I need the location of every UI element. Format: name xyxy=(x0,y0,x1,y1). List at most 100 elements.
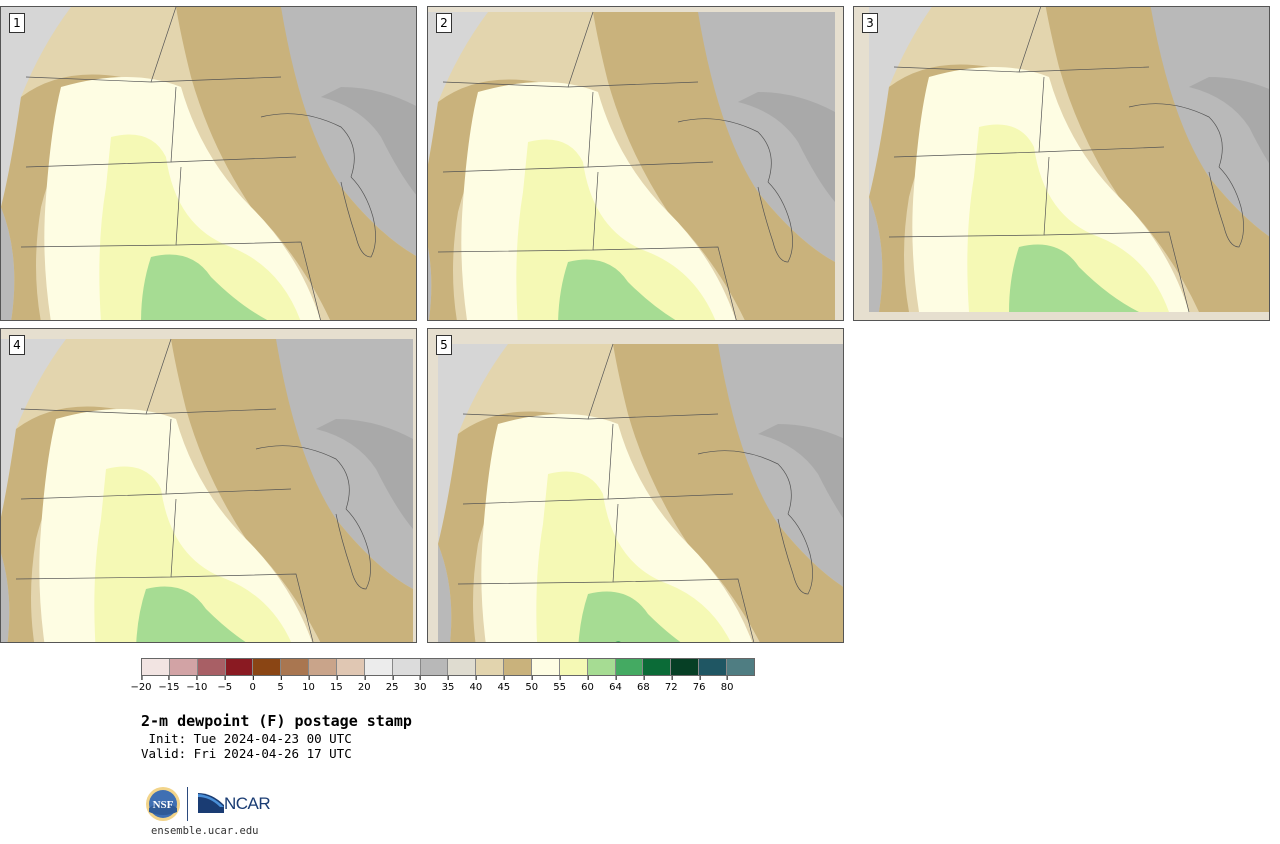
colorbar-tick-label: 76 xyxy=(693,676,706,693)
field-region xyxy=(438,344,508,544)
logo-divider xyxy=(187,787,188,821)
field-region xyxy=(869,64,989,312)
colorbar-ticks: −20 −15 −10 −5 0 5 10 15 20 25 30 35 40 45 50 55 60 64 68 7… xyxy=(130,676,755,696)
panel-number: 4 xyxy=(9,335,25,355)
field-region xyxy=(869,7,932,197)
colorbar-tick-label: −15 xyxy=(158,676,179,693)
colorbar-tick-label: −10 xyxy=(186,676,207,693)
panel-number: 3 xyxy=(862,13,878,33)
colorbar-tick-label: 50 xyxy=(525,676,538,693)
map-panel-2: 2 xyxy=(427,6,844,321)
colorbar-tick-label: 15 xyxy=(330,676,343,693)
field-region xyxy=(578,591,681,642)
colorbar-tick-label: 35 xyxy=(442,676,454,693)
colorbar-segment xyxy=(364,659,393,675)
field-region xyxy=(66,339,413,642)
colorbar-segment xyxy=(142,659,170,675)
colorbar-segment xyxy=(643,659,672,675)
colorbar-segment xyxy=(532,659,560,675)
field-region xyxy=(738,92,835,202)
nsf-logo: NSF xyxy=(146,787,180,821)
colorbar-tick-label: 10 xyxy=(302,676,315,693)
colorbar-segment xyxy=(253,659,282,675)
colorbar-segment xyxy=(392,659,421,675)
field-region xyxy=(1045,7,1269,312)
colorbar-segment xyxy=(587,659,616,675)
colorbar-tick-label: 45 xyxy=(497,676,510,693)
field-region xyxy=(1,553,10,642)
colorbar-segment xyxy=(671,659,700,675)
state-boundaries xyxy=(20,7,376,320)
field-region xyxy=(428,79,538,320)
field-region xyxy=(558,259,676,320)
colorbar-tick-label: 80 xyxy=(721,676,733,693)
map-panel-3: 3 xyxy=(853,6,1270,321)
field-region xyxy=(428,12,488,165)
ncar-logo-text: NCAR xyxy=(224,794,271,813)
website-url: ensemble.ucar.edu xyxy=(151,825,259,837)
field-region xyxy=(1189,77,1269,164)
field-region xyxy=(1,74,121,320)
field-region xyxy=(1009,244,1139,312)
colorbar-segment xyxy=(197,659,226,675)
colorbar-segment xyxy=(448,659,477,675)
panel-number: 1 xyxy=(9,13,25,33)
colorbar-segment xyxy=(727,659,754,675)
colorbar-tick-label: −5 xyxy=(217,676,232,693)
colorbar-tick-label: 60 xyxy=(581,676,594,693)
colorbar-tick-label: 64 xyxy=(609,676,622,693)
logos: NSF NCAR xyxy=(144,786,284,822)
field-region xyxy=(438,544,452,642)
dewpoint-map xyxy=(438,343,843,642)
dewpoint-map xyxy=(428,11,835,320)
ncar-logo-mark xyxy=(198,793,224,813)
colorbar-tick-label: 68 xyxy=(637,676,650,693)
field-region xyxy=(71,7,416,320)
colorbar-segment xyxy=(337,659,365,675)
colorbar-segment xyxy=(476,659,505,675)
panel-number: 5 xyxy=(436,335,452,355)
field-region xyxy=(1,7,71,207)
field-region xyxy=(869,197,883,312)
colorbar-segment xyxy=(615,659,644,675)
field-region xyxy=(1,207,15,320)
field-region xyxy=(1,339,66,518)
field-region xyxy=(136,586,246,642)
dewpoint-map xyxy=(869,7,1269,313)
init-time: Init: Tue 2024-04-23 00 UTC xyxy=(141,731,352,746)
colorbar-tick-label: 0 xyxy=(249,676,256,693)
colorbar-tick-label: 55 xyxy=(553,676,566,693)
colorbar xyxy=(141,658,755,676)
dewpoint-map xyxy=(1,7,416,320)
colorbar-tick-label: −20 xyxy=(130,676,152,693)
state-boundaries xyxy=(437,11,793,320)
field-region xyxy=(508,344,843,642)
panel-number: 2 xyxy=(436,13,452,33)
colorbar-tick-label: 72 xyxy=(665,676,678,693)
state-boundaries xyxy=(15,338,371,642)
colorbar-segment xyxy=(420,659,449,675)
colorbar-segment xyxy=(309,659,338,675)
map-panel-4: 4 xyxy=(0,328,417,643)
field-region xyxy=(1,406,116,642)
nsf-logo-text: NSF xyxy=(153,799,174,811)
map-panel-1: 1 xyxy=(0,6,417,321)
field-region xyxy=(688,12,835,262)
dewpoint-map xyxy=(1,338,413,642)
colorbar-segment xyxy=(504,659,533,675)
colorbar-segment xyxy=(225,659,254,675)
colorbar-tick-label: 25 xyxy=(386,676,399,693)
colorbar-tick-label: 20 xyxy=(358,676,371,693)
field-region xyxy=(1139,7,1269,237)
colorbar-segment xyxy=(699,659,728,675)
valid-time: Valid: Fri 2024-04-26 17 UTC xyxy=(141,746,352,761)
field-region xyxy=(428,247,432,320)
field-region xyxy=(141,254,268,320)
field-region xyxy=(438,411,558,642)
colorbar-tick-label: 30 xyxy=(414,676,426,693)
map-panel-5: 5 xyxy=(427,328,844,643)
colorbar-tick-label: 40 xyxy=(470,676,482,693)
field-region xyxy=(316,419,413,529)
field-region xyxy=(615,641,621,642)
field-region xyxy=(708,344,843,587)
